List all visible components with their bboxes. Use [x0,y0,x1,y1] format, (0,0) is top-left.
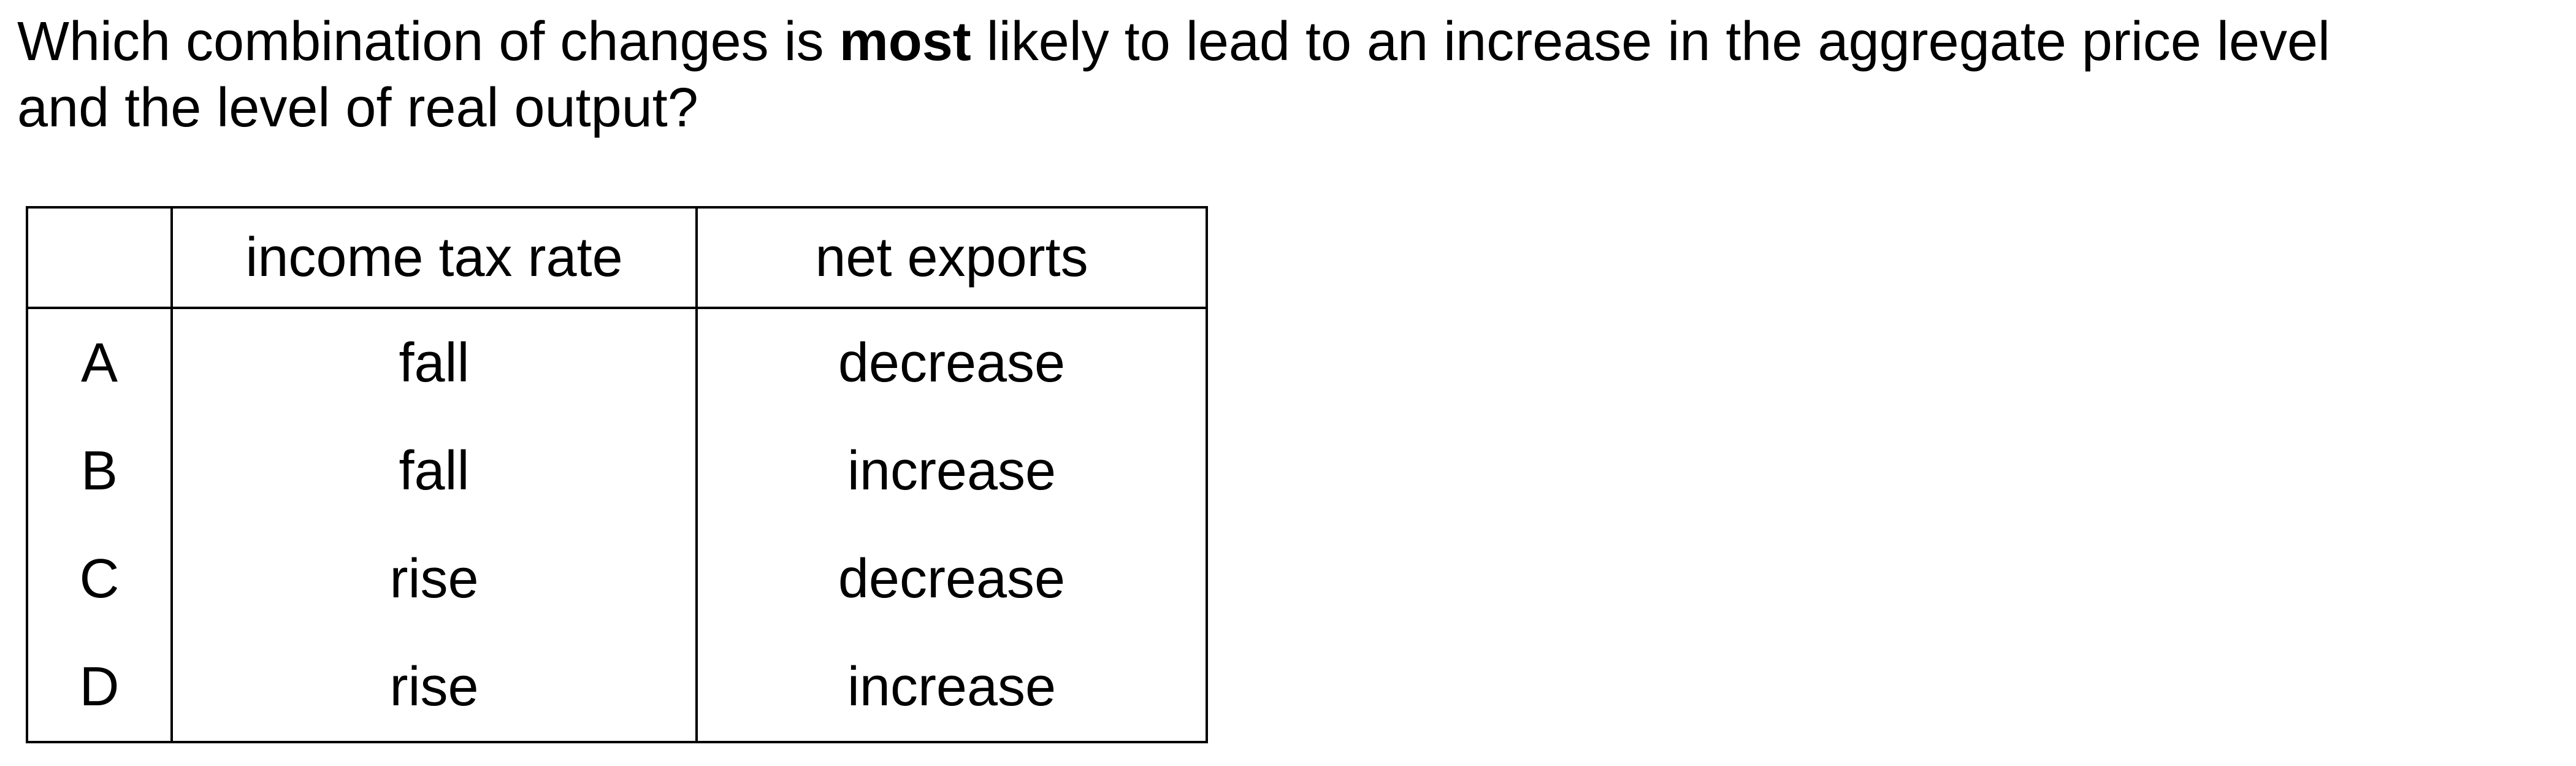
option-row-c[interactable]: C rise decrease [26,525,1208,633]
option-row-b[interactable]: B fall increase [26,417,1208,525]
option-net-exports: decrease [695,308,1208,417]
question-line-1-start: Which combination of changes is [17,11,839,72]
answer-options-table: income tax rate net exports A fall decre… [26,206,1208,743]
option-income-tax-rate: fall [170,417,698,525]
header-net-exports: net exports [695,206,1208,309]
option-letter: A [26,308,173,417]
question-line-1-end: likely to lead to an increase in the agg… [971,11,2331,72]
header-letter-cell [26,206,173,309]
option-row-a[interactable]: A fall decrease [26,308,1208,417]
option-income-tax-rate: fall [170,308,698,417]
option-letter: D [26,633,173,743]
question-line-2: and the level of real output? [17,77,698,139]
table-header-row: income tax rate net exports [26,206,1208,309]
option-net-exports: decrease [695,525,1208,633]
option-letter: B [26,417,173,525]
question-emphasis: most [839,11,971,72]
option-net-exports: increase [695,633,1208,743]
question-line-1: Which combination of changes is most lik… [17,9,2531,75]
option-net-exports: increase [695,417,1208,525]
question-text: Which combination of changes is most lik… [17,9,2531,141]
option-income-tax-rate: rise [170,633,698,743]
option-income-tax-rate: rise [170,525,698,633]
option-letter: C [26,525,173,633]
header-income-tax-rate: income tax rate [170,206,698,309]
option-row-d[interactable]: D rise increase [26,633,1208,743]
